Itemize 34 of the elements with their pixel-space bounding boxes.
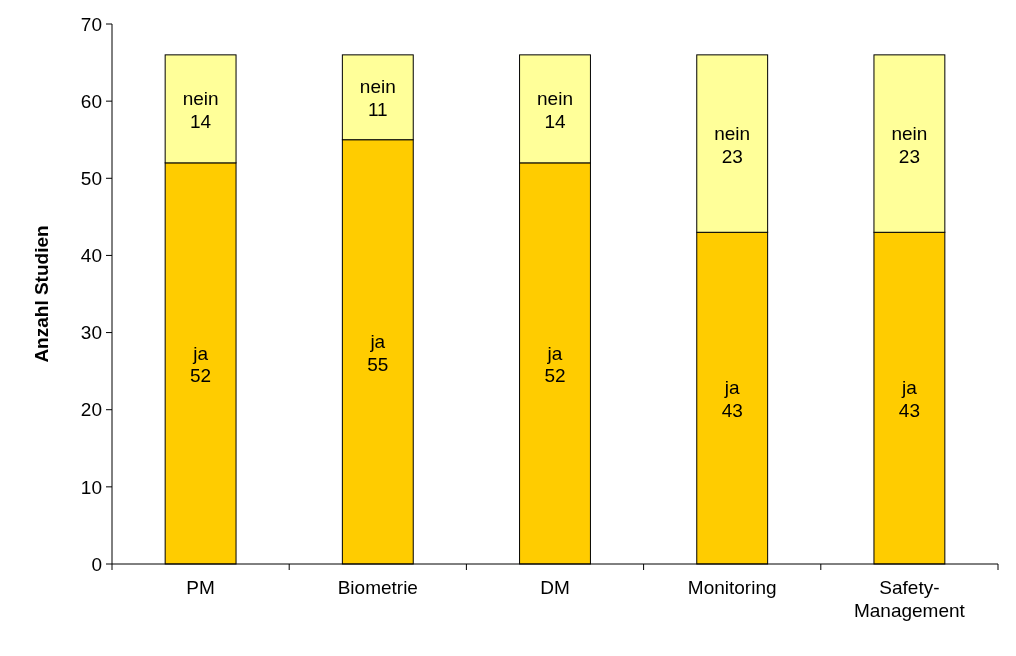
y-tick-label: 0	[91, 553, 102, 575]
series-label: ja	[369, 331, 386, 353]
text: ja	[902, 377, 917, 399]
x-tick-label: Safety-Management	[853, 577, 966, 621]
x-tick-label: DM	[540, 577, 570, 598]
data-label: 52	[190, 365, 212, 387]
y-tick-label: 50	[80, 167, 102, 189]
y-tick-label: 40	[80, 245, 102, 267]
data-label: 23	[898, 145, 920, 167]
text: nein	[714, 122, 751, 144]
data-label: 11	[367, 99, 388, 121]
y-tick-label: 20	[80, 399, 102, 421]
data-label: 55	[367, 353, 389, 375]
y-tick-label: 30	[80, 322, 102, 344]
x-tick-label: PM	[186, 577, 215, 598]
text: nein	[182, 88, 219, 110]
text: ja	[547, 342, 563, 364]
data-label: 43	[721, 400, 743, 422]
data-label: 14	[190, 110, 212, 132]
text: nein	[891, 122, 928, 144]
y-tick-label: 60	[80, 90, 102, 112]
y-tick-label: 10	[80, 476, 102, 498]
y-axis-title: Anzahl Studien	[31, 225, 52, 363]
data-label: 23	[721, 145, 743, 167]
data-label: 52	[544, 365, 566, 387]
text: ja	[724, 377, 740, 399]
data-label: 43	[898, 400, 920, 422]
y-tick-label: 70	[80, 13, 102, 35]
text: ja	[193, 342, 208, 364]
x-tick-label: Monitoring	[687, 577, 777, 598]
series-label: nein	[359, 76, 396, 98]
x-tick-label: Biometrie	[337, 577, 418, 598]
data-label: 14	[544, 110, 566, 132]
text: nein	[537, 88, 573, 110]
